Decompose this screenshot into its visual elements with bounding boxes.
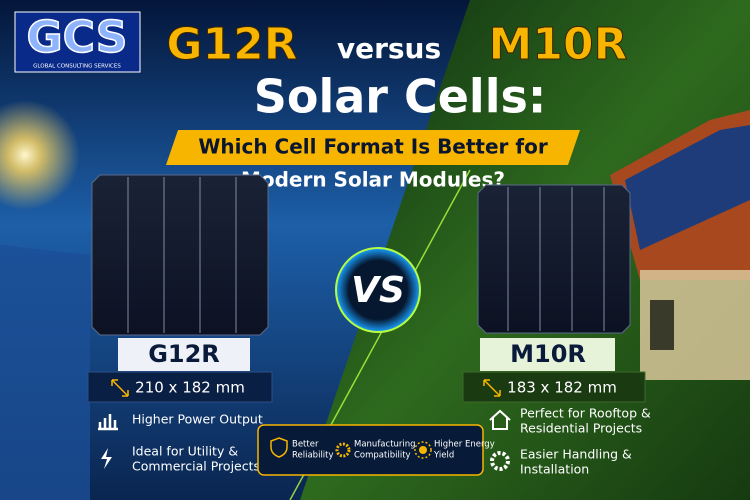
center-text: Manufacturing: [354, 440, 416, 450]
subtitle: Modern Solar Modules?: [241, 168, 505, 192]
title-mid: versus: [337, 32, 441, 65]
feature-text: Perfect for Rooftop &: [520, 406, 651, 421]
center-text: Yield: [433, 451, 454, 461]
logo-tagline: GLOBAL CONSULTING SERVICES: [33, 64, 121, 70]
size-icon: [111, 379, 129, 397]
center-text: Higher Energy: [434, 440, 495, 450]
sun: [0, 100, 80, 210]
cell-name: G12R: [148, 340, 220, 368]
subtitle: Which Cell Format Is Better for: [198, 135, 548, 159]
logo-text: GCS: [27, 12, 128, 63]
cell-size: 183 x 182 mm: [507, 379, 617, 397]
center-text: Better: [292, 440, 319, 450]
vs-circle: [335, 247, 421, 333]
feature-icon: [489, 409, 511, 430]
feature-text: Installation: [520, 462, 589, 477]
house-window: [650, 300, 674, 350]
center-text: Compatibility: [354, 451, 411, 461]
center-icon: [414, 441, 432, 459]
center-text: Reliability: [292, 451, 334, 461]
feature-icon: [490, 451, 510, 471]
busbars: [507, 187, 605, 331]
feature-text: Ideal for Utility &: [132, 444, 238, 459]
name-box: [118, 338, 250, 371]
logo-box: [14, 11, 141, 73]
m10r-cell: [477, 184, 631, 334]
center-box: [257, 424, 484, 476]
title-line2: Solar Cells:: [254, 70, 547, 124]
center-icon: [419, 446, 427, 454]
rooftop-panels: [625, 125, 750, 250]
title-right: M10R: [489, 19, 628, 70]
feature-text: Easier Handling &: [520, 447, 632, 462]
name-box: [480, 338, 615, 371]
center-icon: [335, 442, 351, 458]
feature-icon: [98, 414, 118, 431]
feature-icon: [101, 448, 112, 469]
vs-text: VS: [351, 270, 405, 311]
size-icon: [483, 379, 501, 397]
g12r-cell: [91, 174, 269, 336]
cell-name: M10R: [510, 340, 586, 368]
cell-size: 210 x 182 mm: [135, 379, 245, 397]
size-box: [462, 371, 646, 403]
feature-text: Higher Power Output: [132, 412, 263, 427]
solar-field: [0, 245, 90, 500]
center-icon: [270, 437, 288, 458]
feature-text: Residential Projects: [520, 421, 642, 436]
title-left: G12R: [166, 19, 297, 70]
subtitle-banner: [166, 130, 580, 165]
feature-text: Commercial Projects: [132, 459, 260, 474]
